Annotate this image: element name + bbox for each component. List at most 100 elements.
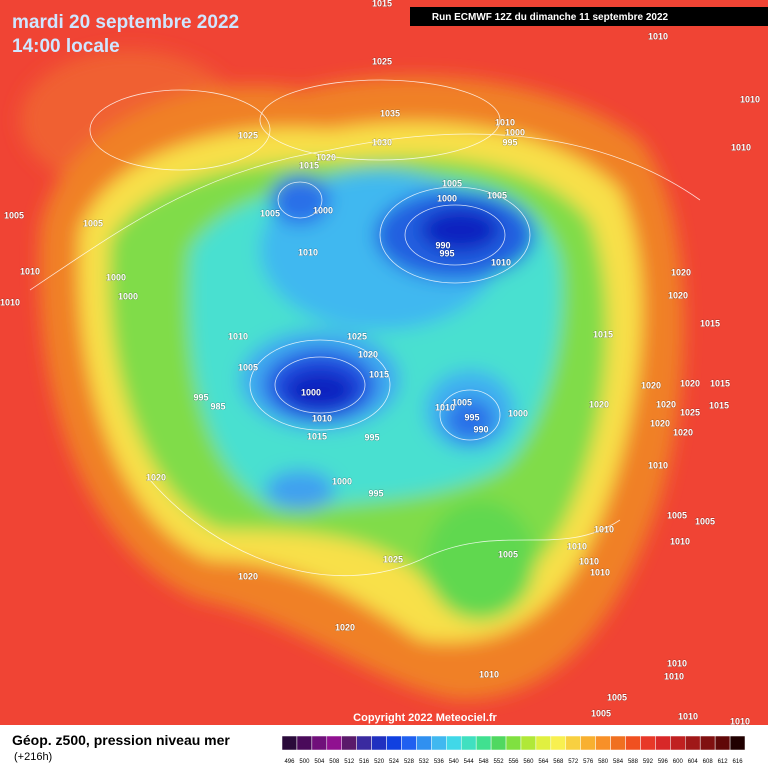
isobar-label: 995	[368, 488, 383, 498]
isobar-label: 1015	[369, 369, 389, 379]
legend-tick-label: 568	[553, 759, 564, 765]
legend-tick-label: 500	[299, 759, 310, 765]
legend-swatch	[505, 735, 522, 751]
isobar-label: 1010	[579, 556, 599, 566]
legend-title: Géop. z500, pression niveau mer	[12, 732, 230, 748]
isobar-label: 1005	[238, 362, 258, 372]
legend-tick-label: 504	[314, 759, 325, 765]
legend-swatch	[416, 735, 432, 751]
legend-swatch	[281, 735, 298, 751]
isobar-label: 1010	[648, 460, 668, 470]
legend-tick-label: 576	[583, 759, 594, 765]
isobar-label: 1010	[670, 536, 690, 546]
isobar-label: 1005	[452, 397, 472, 407]
legend-swatch	[655, 735, 671, 751]
legend-tick-label: 608	[703, 759, 714, 765]
legend-tick-label: 584	[613, 759, 624, 765]
isobar-label: 985	[210, 401, 225, 411]
legend-swatch	[431, 735, 447, 751]
isobar-label: 1010	[0, 297, 20, 307]
run-box	[410, 7, 768, 26]
legend-tick-label: 596	[658, 759, 669, 765]
legend-tick-label: 528	[404, 759, 415, 765]
legend-tick-label: 572	[568, 759, 579, 765]
legend-swatch	[371, 735, 387, 751]
isobar-label: 1010	[479, 669, 499, 679]
isobar-label: 1010	[594, 524, 614, 534]
isobar-label: 1010	[648, 31, 668, 41]
legend-tick-label: 564	[538, 759, 549, 765]
isobar-label: 1010	[228, 331, 248, 341]
isobar-label: 1010	[740, 94, 760, 104]
isobar-label: 1020	[650, 418, 670, 428]
isobar-label: 1010	[667, 658, 687, 668]
isobar-label: 1010	[312, 413, 332, 423]
isobar-label: 1015	[700, 318, 720, 328]
isobar-label: 1020	[316, 152, 336, 162]
legend-swatch	[341, 735, 357, 751]
isobar-label: 1015	[709, 400, 729, 410]
legend-swatch	[714, 735, 731, 751]
isobar-label: 1035	[380, 108, 400, 118]
isobar-label: 1025	[238, 130, 258, 140]
legend-swatch	[685, 735, 701, 751]
legend-swatch	[356, 735, 372, 751]
legend-swatch	[296, 735, 313, 751]
legend-swatch	[550, 735, 567, 751]
legend-lead: (+216h)	[14, 751, 52, 763]
isobar-label: 1000	[118, 291, 138, 301]
isobar-label: 1020	[673, 427, 693, 437]
legend-swatch	[490, 735, 507, 751]
isobar-label: 1010	[20, 266, 40, 276]
isobar-label: 1025	[347, 331, 367, 341]
isobar-label: 1005	[487, 190, 507, 200]
legend-tick-label: 588	[628, 759, 639, 765]
legend-tick-label: 508	[329, 759, 340, 765]
legend-swatch	[610, 735, 626, 751]
legend-swatch	[520, 735, 537, 751]
legend-tick-label: 532	[419, 759, 430, 765]
isobar-label: 1020	[656, 399, 676, 409]
legend-swatch	[670, 735, 686, 751]
legend-tick-label: 496	[284, 759, 295, 765]
isobar-label: 1010	[567, 541, 587, 551]
isobar-label: 1015	[299, 160, 319, 170]
copyright: Copyright 2022 Meteociel.fr	[353, 712, 497, 724]
isobar-label: 1000	[332, 476, 352, 486]
legend-tick-label: 560	[523, 759, 534, 765]
isobar-label: 1010	[495, 117, 515, 127]
isobar-label: 1000	[508, 408, 528, 418]
legend-swatch	[625, 735, 641, 751]
legend-swatch	[595, 735, 611, 751]
legend-tick-label: 552	[494, 759, 505, 765]
legend-swatch	[729, 735, 746, 751]
legend-swatch	[699, 735, 716, 751]
isobar-label: 1015	[593, 329, 613, 339]
legend-tick-label: 520	[374, 759, 385, 765]
isobar-label: 1030	[372, 137, 392, 147]
isobar-label: 1005	[260, 208, 280, 218]
legend-swatch	[326, 735, 342, 751]
legend-swatch	[565, 735, 581, 751]
isobar-label: 1025	[680, 407, 700, 417]
isobar-label: 1000	[313, 205, 333, 215]
isobar-label: 1020	[146, 472, 166, 482]
isobar-label: 1020	[589, 399, 609, 409]
legend-tick-label: 548	[479, 759, 490, 765]
isobar-label: 1005	[667, 510, 687, 520]
isobar-label: 1005	[4, 210, 24, 220]
isobar-label: 1025	[383, 554, 403, 564]
legend-swatch	[401, 735, 417, 751]
legend-tick-label: 616	[733, 759, 744, 765]
isobar-label: 1020	[668, 290, 688, 300]
isobar-label: 1000	[106, 272, 126, 282]
isobar-label: 1010	[298, 247, 318, 257]
isobar-label: 995	[502, 137, 517, 147]
legend-swatch	[640, 735, 656, 751]
isobar-label: 1005	[442, 178, 462, 188]
legend-tick-label: 556	[508, 759, 519, 765]
isobar-label: 995	[193, 392, 208, 402]
legend-tick-label: 516	[359, 759, 370, 765]
legend-tick-label: 540	[449, 759, 460, 765]
